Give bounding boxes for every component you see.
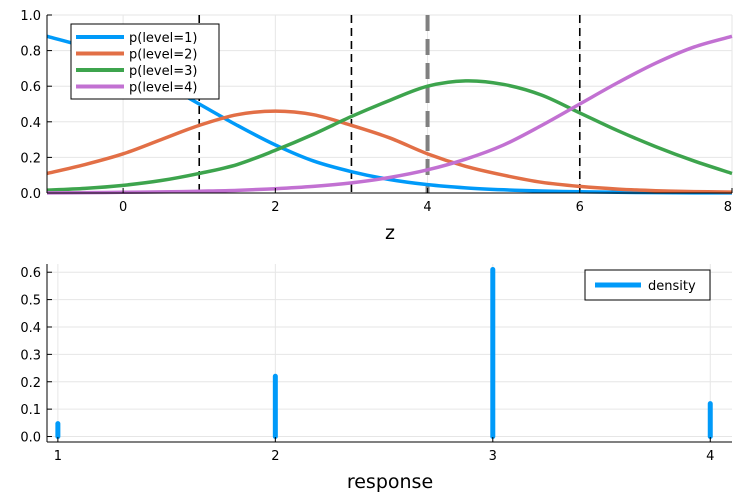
bottom-y-tick-label-0: 0.0 <box>20 431 41 446</box>
top-x-axis-label: z <box>385 222 395 244</box>
legend-label-level-2: p(level=2) <box>129 48 197 63</box>
top-x-tick-label-3: 6 <box>576 200 584 215</box>
bottom-y-tick-label-5: 0.5 <box>20 294 41 309</box>
bottom-y-tick-label-4: 0.4 <box>20 321 41 336</box>
series-line-level-4 <box>46 34 733 195</box>
top-thresholds <box>198 15 581 193</box>
top-x-tick-label-4: 8 <box>724 200 732 215</box>
top-legend: p(level=1) p(level=2)p(level=3) p(level=4) <box>70 23 220 100</box>
bottom-legend: density <box>584 269 711 301</box>
bottom-y-tick-label-1: 0.1 <box>20 403 41 418</box>
bottom-axes <box>46 264 732 443</box>
top-x-tick-label-0: 0 <box>119 200 127 215</box>
legend-label-density: density <box>648 279 696 294</box>
top-plot: 0 2 4 6 80.00.20.40.60.81.0 z p(level=1)p(le… <box>20 9 733 244</box>
top-y-tick-label-2: 0.4 <box>20 116 41 131</box>
bottom-y-tick-label-2: 0.2 <box>20 376 41 391</box>
bottom-x-tick-label-2: 3 <box>489 449 497 464</box>
top-y-tick-label-3: 0.6 <box>20 80 41 95</box>
top-y-tick-label-0: 0.0 <box>20 187 41 202</box>
bottom-bars <box>55 266 713 440</box>
bottom-y-tick-label-6: 0.6 <box>20 266 41 281</box>
top-y-tick-label-1: 0.2 <box>20 151 41 166</box>
legend-label-level-1: p(level=1) <box>129 31 197 46</box>
top-x-tick-label-1: 2 <box>271 200 279 215</box>
top-y-tick-label-5: 1.0 <box>20 9 41 24</box>
top-x-tick-label-2: 4 <box>423 200 431 215</box>
bottom-x-tick-label-0: 1 <box>54 449 62 464</box>
bottom-x-tick-label-3: 4 <box>706 449 714 464</box>
legend-label-level-4: p(level=4) <box>129 81 197 96</box>
top-y-tick-label-4: 0.8 <box>20 45 41 60</box>
series-line-level-2 <box>46 109 733 194</box>
series-line-level-3 <box>46 79 733 192</box>
bottom-ticks: 1 2 3 4 0.0 0.1 0.2 0.3 0.4 0.5 0.6 <box>20 266 714 464</box>
legend-label-level-3: p(level=3) <box>129 64 197 79</box>
bottom-y-tick-label-3: 0.3 <box>20 348 41 363</box>
bottom-x-axis-label: response <box>347 471 433 493</box>
top-axes <box>46 15 732 194</box>
top-ticks: 0 2 4 6 8 0.0 0.2 0.4 0.6 0.8 1.0 <box>20 9 733 215</box>
bottom-x-tick-label-1: 2 <box>271 449 279 464</box>
bottom-plot: 1 2 3 4 0.0 0.1 0.2 0.3 0.4 0.5 0.6 response densi… <box>20 264 732 493</box>
